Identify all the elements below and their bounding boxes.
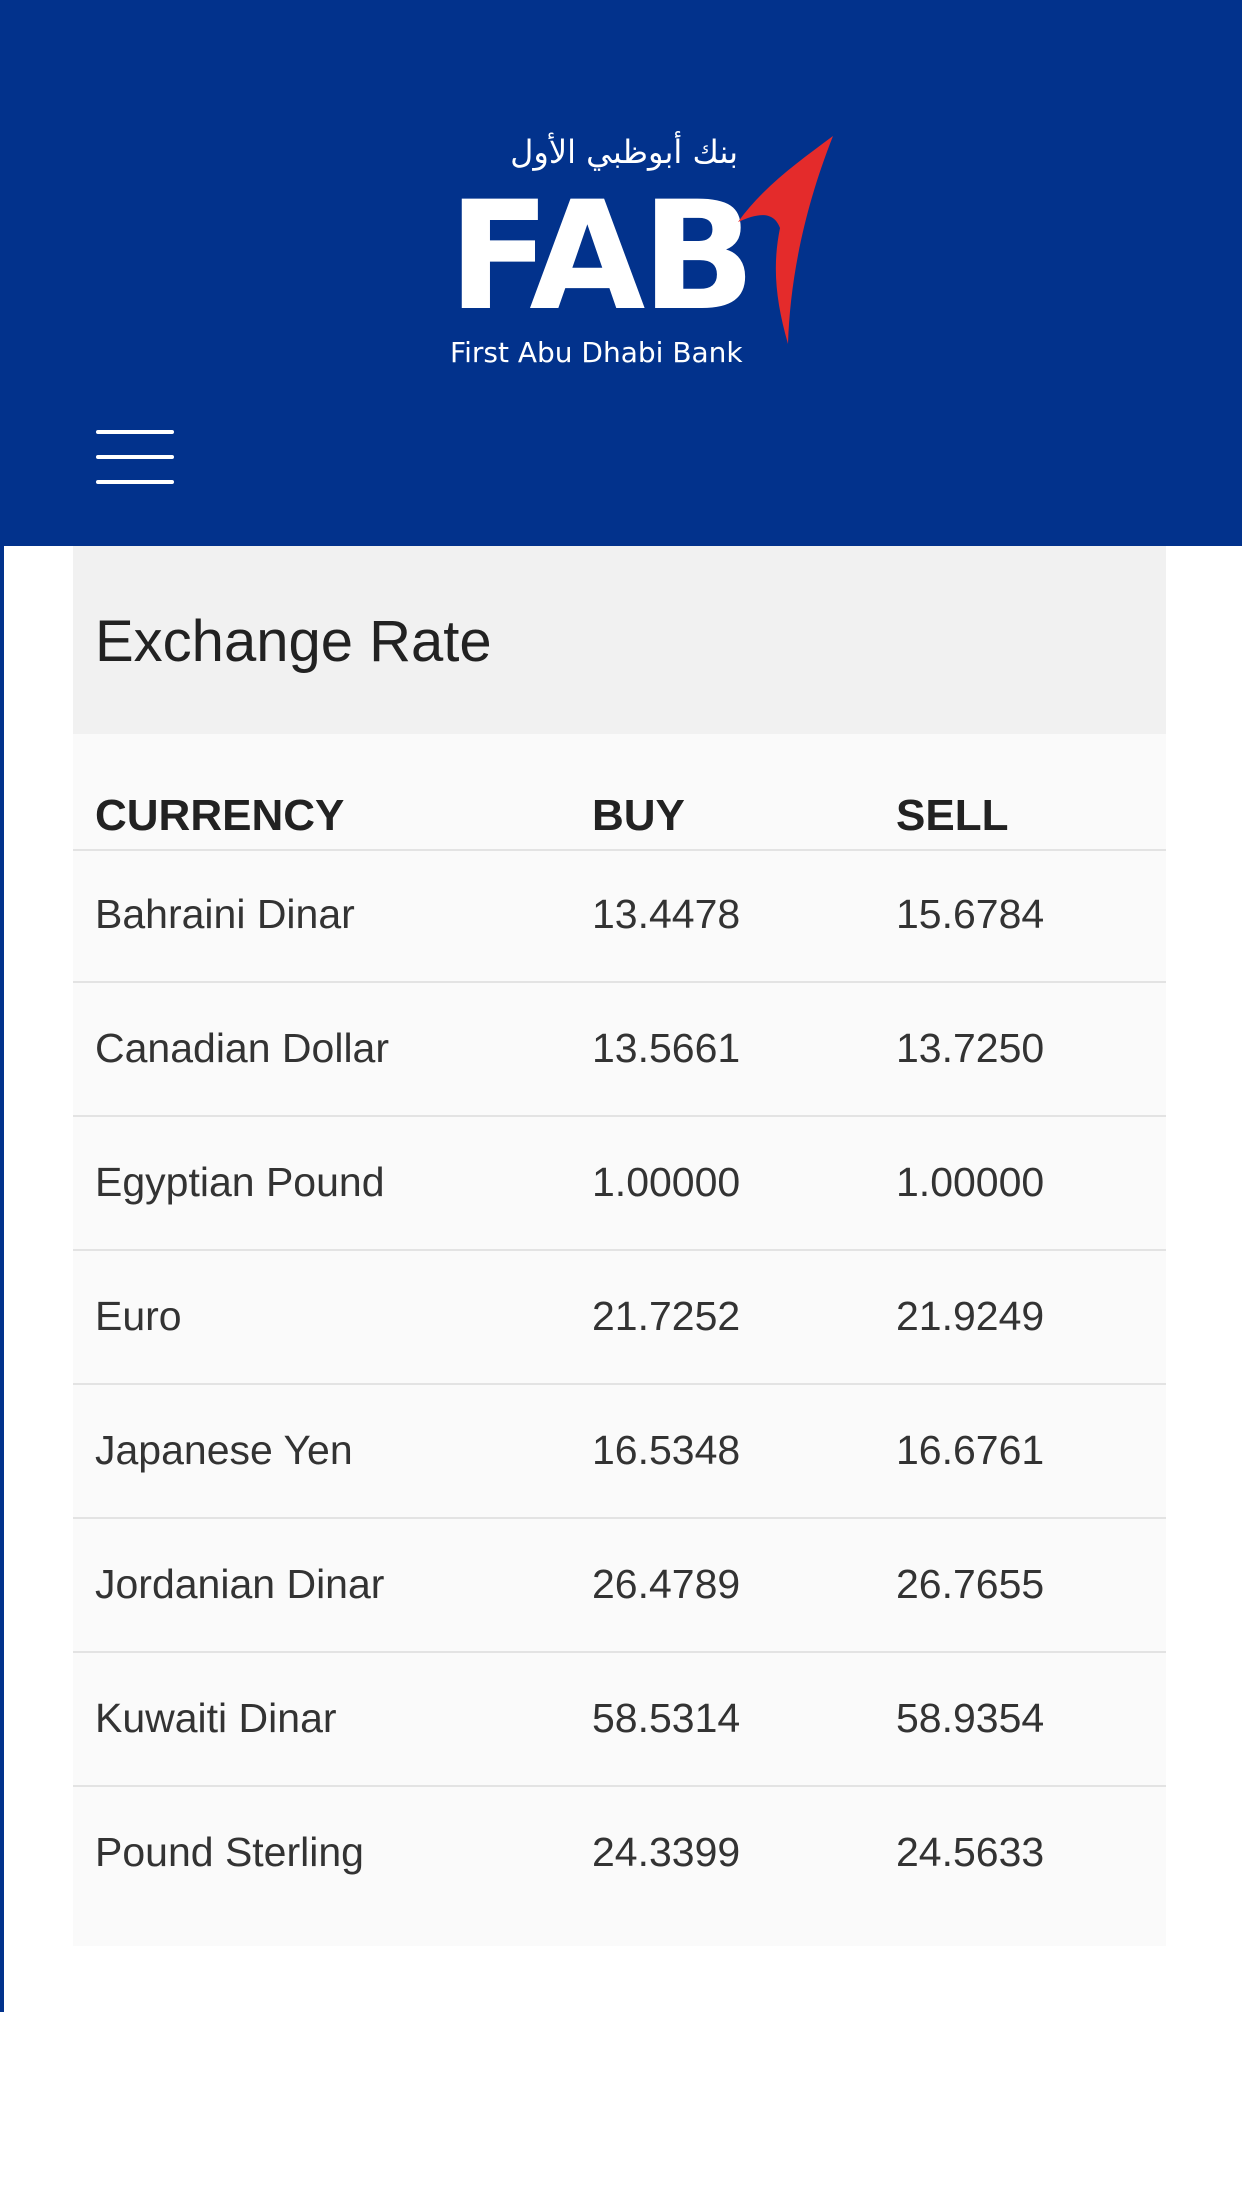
table-row: Bahraini Dinar 13.4478 15.6784 <box>73 849 1166 983</box>
logo-swoosh-icon <box>738 136 833 344</box>
buy-rate: 21.7252 <box>592 1293 741 1339</box>
logo-wordmark: FAB <box>448 170 756 344</box>
table-row: Canadian Dollar 13.5661 13.7250 <box>73 983 1166 1117</box>
menu-bar-top <box>96 430 174 434</box>
currency-name: Jordanian Dinar <box>95 1561 385 1607</box>
column-header-sell: SELL <box>896 791 1009 840</box>
currency-name: Japanese Yen <box>95 1427 353 1473</box>
buy-rate: 1.00000 <box>592 1159 741 1205</box>
page-title: Exchange Rate <box>95 609 492 674</box>
logo-tagline: First Abu Dhabi Bank <box>450 336 743 369</box>
sell-rate: 26.7655 <box>896 1561 1045 1607</box>
left-edge-accent <box>0 546 4 2012</box>
buy-rate: 13.4478 <box>592 891 741 937</box>
sell-rate: 21.9249 <box>896 1293 1045 1339</box>
menu-bar-middle <box>96 455 174 459</box>
logo-arabic-name: بنك أبوظبي الأول <box>510 133 738 171</box>
sell-rate: 24.5633 <box>896 1829 1045 1875</box>
sell-rate: 1.00000 <box>896 1159 1045 1205</box>
currency-name: Canadian Dollar <box>95 1025 390 1071</box>
panel-title-bar: Exchange Rate <box>73 546 1166 734</box>
menu-bar-bottom <box>96 480 174 484</box>
buy-rate: 24.3399 <box>592 1829 741 1875</box>
buy-rate: 58.5314 <box>592 1695 741 1741</box>
exchange-rate-panel: Exchange Rate CURRENCY BUY SELL Bahraini… <box>73 546 1166 1946</box>
table-row: Japanese Yen 16.5348 16.6761 <box>73 1385 1166 1519</box>
sell-rate: 58.9354 <box>896 1695 1045 1741</box>
buy-rate: 16.5348 <box>592 1427 741 1473</box>
sell-rate: 15.6784 <box>896 891 1045 937</box>
sell-rate: 16.6761 <box>896 1427 1045 1473</box>
hamburger-menu-icon[interactable] <box>96 430 174 484</box>
currency-name: Egyptian Pound <box>95 1159 385 1205</box>
currency-name: Kuwaiti Dinar <box>95 1695 337 1741</box>
buy-rate: 13.5661 <box>592 1025 741 1071</box>
table-header-row: CURRENCY BUY SELL <box>73 734 1166 851</box>
table-row: Euro 21.7252 21.9249 <box>73 1251 1166 1385</box>
buy-rate: 26.4789 <box>592 1561 741 1607</box>
exchange-rate-table: Bahraini Dinar 13.4478 15.6784 Canadian … <box>73 849 1166 1919</box>
currency-name: Pound Sterling <box>95 1829 364 1875</box>
app-header: بنك أبوظبي الأول FAB First Abu Dhabi Ban… <box>0 0 1242 546</box>
table-row: Egyptian Pound 1.00000 1.00000 <box>73 1117 1166 1251</box>
currency-name: Bahraini Dinar <box>95 891 355 937</box>
table-row: Kuwaiti Dinar 58.5314 58.9354 <box>73 1653 1166 1787</box>
table-row: Jordanian Dinar 26.4789 26.7655 <box>73 1519 1166 1653</box>
fab-logo[interactable]: بنك أبوظبي الأول FAB First Abu Dhabi Ban… <box>448 132 848 382</box>
table-row: Pound Sterling 24.3399 24.5633 <box>73 1787 1166 1919</box>
currency-name: Euro <box>95 1293 182 1339</box>
column-header-buy: BUY <box>592 791 685 840</box>
column-header-currency: CURRENCY <box>95 791 345 840</box>
sell-rate: 13.7250 <box>896 1025 1045 1071</box>
